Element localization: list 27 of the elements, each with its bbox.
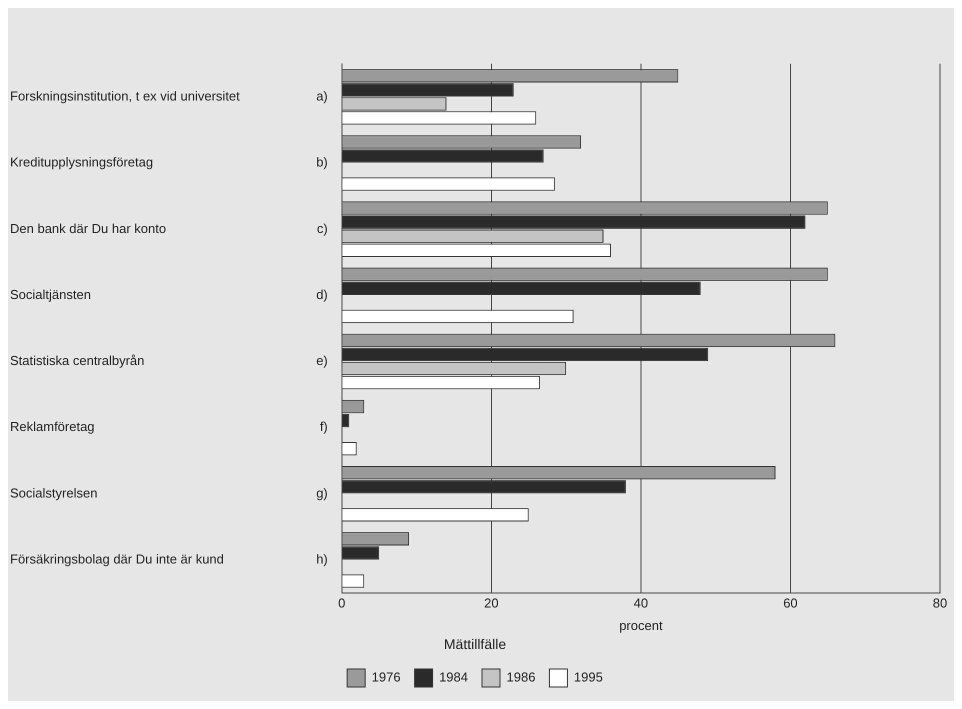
text: a) [316,88,328,104]
legend-label: 1986 [506,670,536,685]
text: h) [316,552,328,567]
x-tick-label: 60 [783,595,798,610]
legend-label: 1984 [439,670,468,685]
y-tick-label: Reklamföretag [10,419,95,434]
x-tick-label: 0 [338,595,346,610]
x-tick-label: 20 [484,595,499,610]
text: b) [316,154,328,170]
legend-label: 1976 [372,670,401,685]
x-tick-label: 40 [634,595,648,610]
legend-title: Mättillfälle [444,636,506,652]
y-tick-label: Försäkringsbolag där Du inte är kund [10,552,224,567]
y-tick-label: Forskningsinstitution, t ex vid universitet [10,88,240,104]
text: e) [316,353,328,368]
text: g) [316,485,328,500]
y-tick-label: Statistiska centralbyrån [10,353,144,368]
y-tick-label: Den bank där Du har konto [10,220,166,236]
x-axis-title: procent [619,618,663,633]
y-tick-label: Kreditupplysningsföretag [10,154,154,170]
text: d) [316,286,328,302]
y-tick-label: Socialstyrelsen [10,485,98,500]
y-tick-label: Socialtjänsten [10,286,91,302]
legend-label: 1995 [574,670,603,685]
text: f) [320,419,328,434]
text: c) [316,220,328,236]
x-tick-label: 80 [932,595,948,610]
